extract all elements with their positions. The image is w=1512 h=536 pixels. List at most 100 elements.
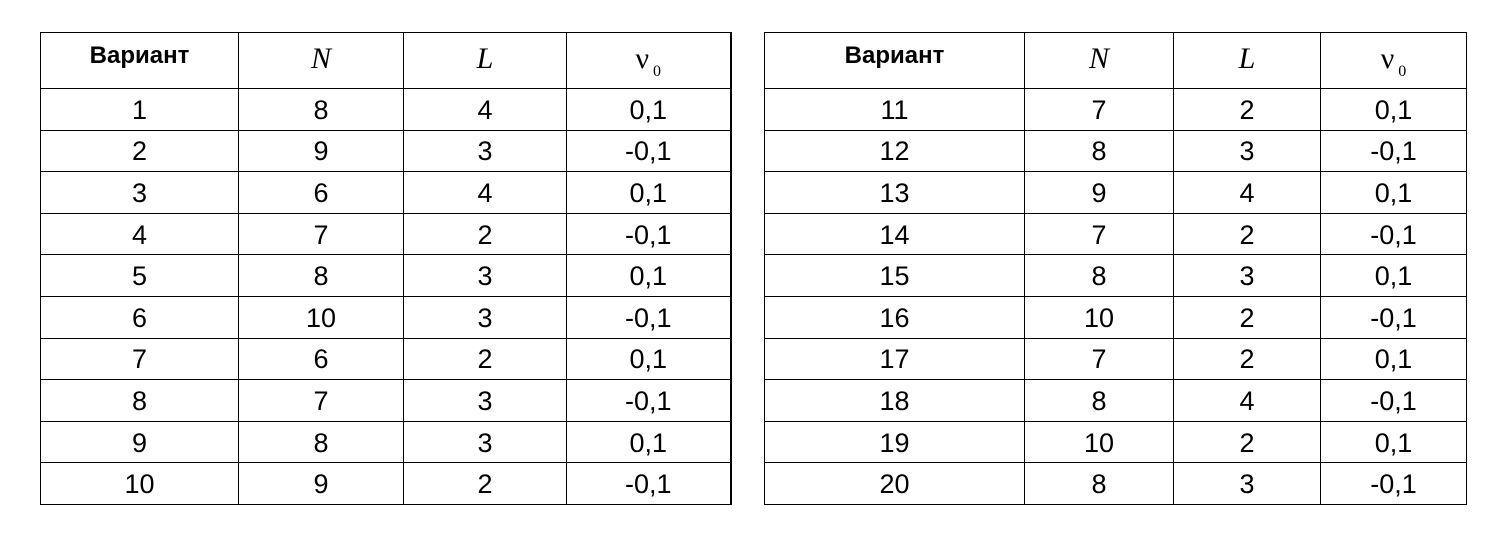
cell-n-right: 7 — [1024, 212, 1174, 256]
header-l-left: L — [403, 32, 567, 89]
cell-nu-right: -0,1 — [1320, 295, 1467, 339]
table-divider — [729, 421, 765, 463]
cell-nu-left: 0,1 — [566, 337, 731, 381]
cell-nu-left: 0,1 — [566, 171, 731, 214]
table-row: 5 8 3 0,1 15 8 3 0,1 — [40, 254, 1467, 297]
cell-variant-right: 12 — [764, 129, 1025, 173]
cell-n-left: 8 — [238, 254, 404, 297]
cell-nu-left: 0,1 — [566, 88, 731, 131]
table-row: 1 8 4 0,1 11 7 2 0,1 — [40, 88, 1467, 131]
cell-variant-right: 17 — [764, 337, 1025, 381]
cell-variant-left: 4 — [40, 212, 239, 256]
cell-n-left: 8 — [238, 88, 404, 131]
cell-n-right: 9 — [1024, 171, 1174, 214]
cell-nu-right: 0,1 — [1320, 171, 1467, 214]
cell-n-left: 7 — [238, 379, 404, 422]
cell-variant-left: 3 — [40, 171, 239, 214]
header-n-left: N — [238, 32, 404, 89]
cell-l-left: 4 — [403, 171, 567, 214]
table-divider — [729, 462, 765, 505]
table-row: 9 8 3 0,1 19 10 2 0,1 — [40, 420, 1467, 464]
header-l-right: L — [1173, 32, 1321, 89]
cell-l-right: 3 — [1173, 462, 1321, 505]
cell-nu-right: -0,1 — [1320, 462, 1467, 505]
table-divider — [729, 379, 765, 422]
cell-l-right: 2 — [1173, 88, 1321, 131]
cell-l-right: 2 — [1173, 337, 1321, 381]
cell-variant-right: 14 — [764, 212, 1025, 256]
cell-l-right: 2 — [1173, 212, 1321, 256]
cell-variant-left: 8 — [40, 379, 239, 422]
cell-nu-left: -0,1 — [566, 295, 731, 339]
cell-l-left: 3 — [403, 129, 567, 173]
cell-n-left: 10 — [238, 295, 404, 339]
cell-n-left: 6 — [238, 337, 404, 381]
cell-variant-left: 10 — [40, 462, 239, 505]
cell-n-right: 7 — [1024, 337, 1174, 381]
nu-subscript: 0 — [653, 62, 662, 80]
cell-variant-right: 11 — [764, 88, 1025, 131]
cell-n-left: 6 — [238, 171, 404, 214]
cell-nu-left: -0,1 — [566, 462, 731, 505]
cell-n-left: 9 — [238, 129, 404, 173]
table-row: 7 6 2 0,1 17 7 2 0,1 — [40, 337, 1467, 381]
table-divider — [729, 88, 765, 131]
cell-variant-right: 15 — [764, 254, 1025, 297]
cell-n-left: 9 — [238, 462, 404, 505]
cell-n-right: 8 — [1024, 462, 1174, 505]
cell-l-right: 3 — [1173, 254, 1321, 297]
cell-nu-right: -0,1 — [1320, 379, 1467, 422]
cell-n-right: 8 — [1024, 254, 1174, 297]
cell-l-left: 2 — [403, 212, 567, 256]
cell-l-right: 2 — [1173, 420, 1321, 464]
cell-variant-right: 13 — [764, 171, 1025, 214]
cell-nu-right: 0,1 — [1320, 254, 1467, 297]
cell-variant-left: 5 — [40, 254, 239, 297]
cell-variant-left: 2 — [40, 129, 239, 173]
nu-subscript: 0 — [1398, 62, 1407, 80]
cell-nu-left: 0,1 — [566, 420, 731, 464]
cell-l-left: 3 — [403, 295, 567, 339]
table-divider — [729, 213, 765, 255]
cell-n-right: 8 — [1024, 379, 1174, 422]
cell-variant-right: 18 — [764, 379, 1025, 422]
cell-n-right: 7 — [1024, 88, 1174, 131]
cell-n-right: 10 — [1024, 420, 1174, 464]
cell-variant-right: 16 — [764, 295, 1025, 339]
table-row: 10 9 2 -0,1 20 8 3 -0,1 — [40, 462, 1467, 505]
cell-l-left: 3 — [403, 254, 567, 297]
table-body: 1 8 4 0,1 11 7 2 0,1 2 9 3 -0,1 12 8 3 -0,1 3 6 4 0,1 13 9 4 0,… — [40, 88, 1467, 505]
cell-variant-left: 9 — [40, 420, 239, 464]
cell-nu-left: -0,1 — [566, 129, 731, 173]
table-row: 3 6 4 0,1 13 9 4 0,1 — [40, 171, 1467, 214]
table-divider — [729, 32, 765, 89]
cell-l-right: 2 — [1173, 295, 1321, 339]
table-row: 6 10 3 -0,1 16 10 2 -0,1 — [40, 295, 1467, 339]
cell-l-left: 2 — [403, 337, 567, 381]
cell-n-left: 7 — [238, 212, 404, 256]
cell-nu-left: -0,1 — [566, 379, 731, 422]
table-divider — [729, 296, 765, 339]
cell-l-right: 4 — [1173, 379, 1321, 422]
cell-nu-right: -0,1 — [1320, 212, 1467, 256]
table-divider — [729, 338, 765, 380]
cell-variant-right: 20 — [764, 462, 1025, 505]
cell-l-left: 3 — [403, 420, 567, 464]
cell-variant-left: 6 — [40, 295, 239, 339]
cell-nu-left: -0,1 — [566, 212, 731, 256]
cell-n-right: 8 — [1024, 129, 1174, 173]
cell-l-right: 4 — [1173, 171, 1321, 214]
cell-l-left: 2 — [403, 462, 567, 505]
cell-nu-right: 0,1 — [1320, 337, 1467, 381]
cell-nu-right: -0,1 — [1320, 129, 1467, 173]
header-variant-right: Вариант — [764, 32, 1025, 89]
nu-symbol: ν — [635, 41, 650, 75]
table-row: 2 9 3 -0,1 12 8 3 -0,1 — [40, 129, 1467, 173]
header-variant-left: Вариант — [40, 32, 239, 89]
nu-symbol: ν — [1380, 41, 1395, 75]
table-row: 4 7 2 -0,1 14 7 2 -0,1 — [40, 212, 1467, 256]
